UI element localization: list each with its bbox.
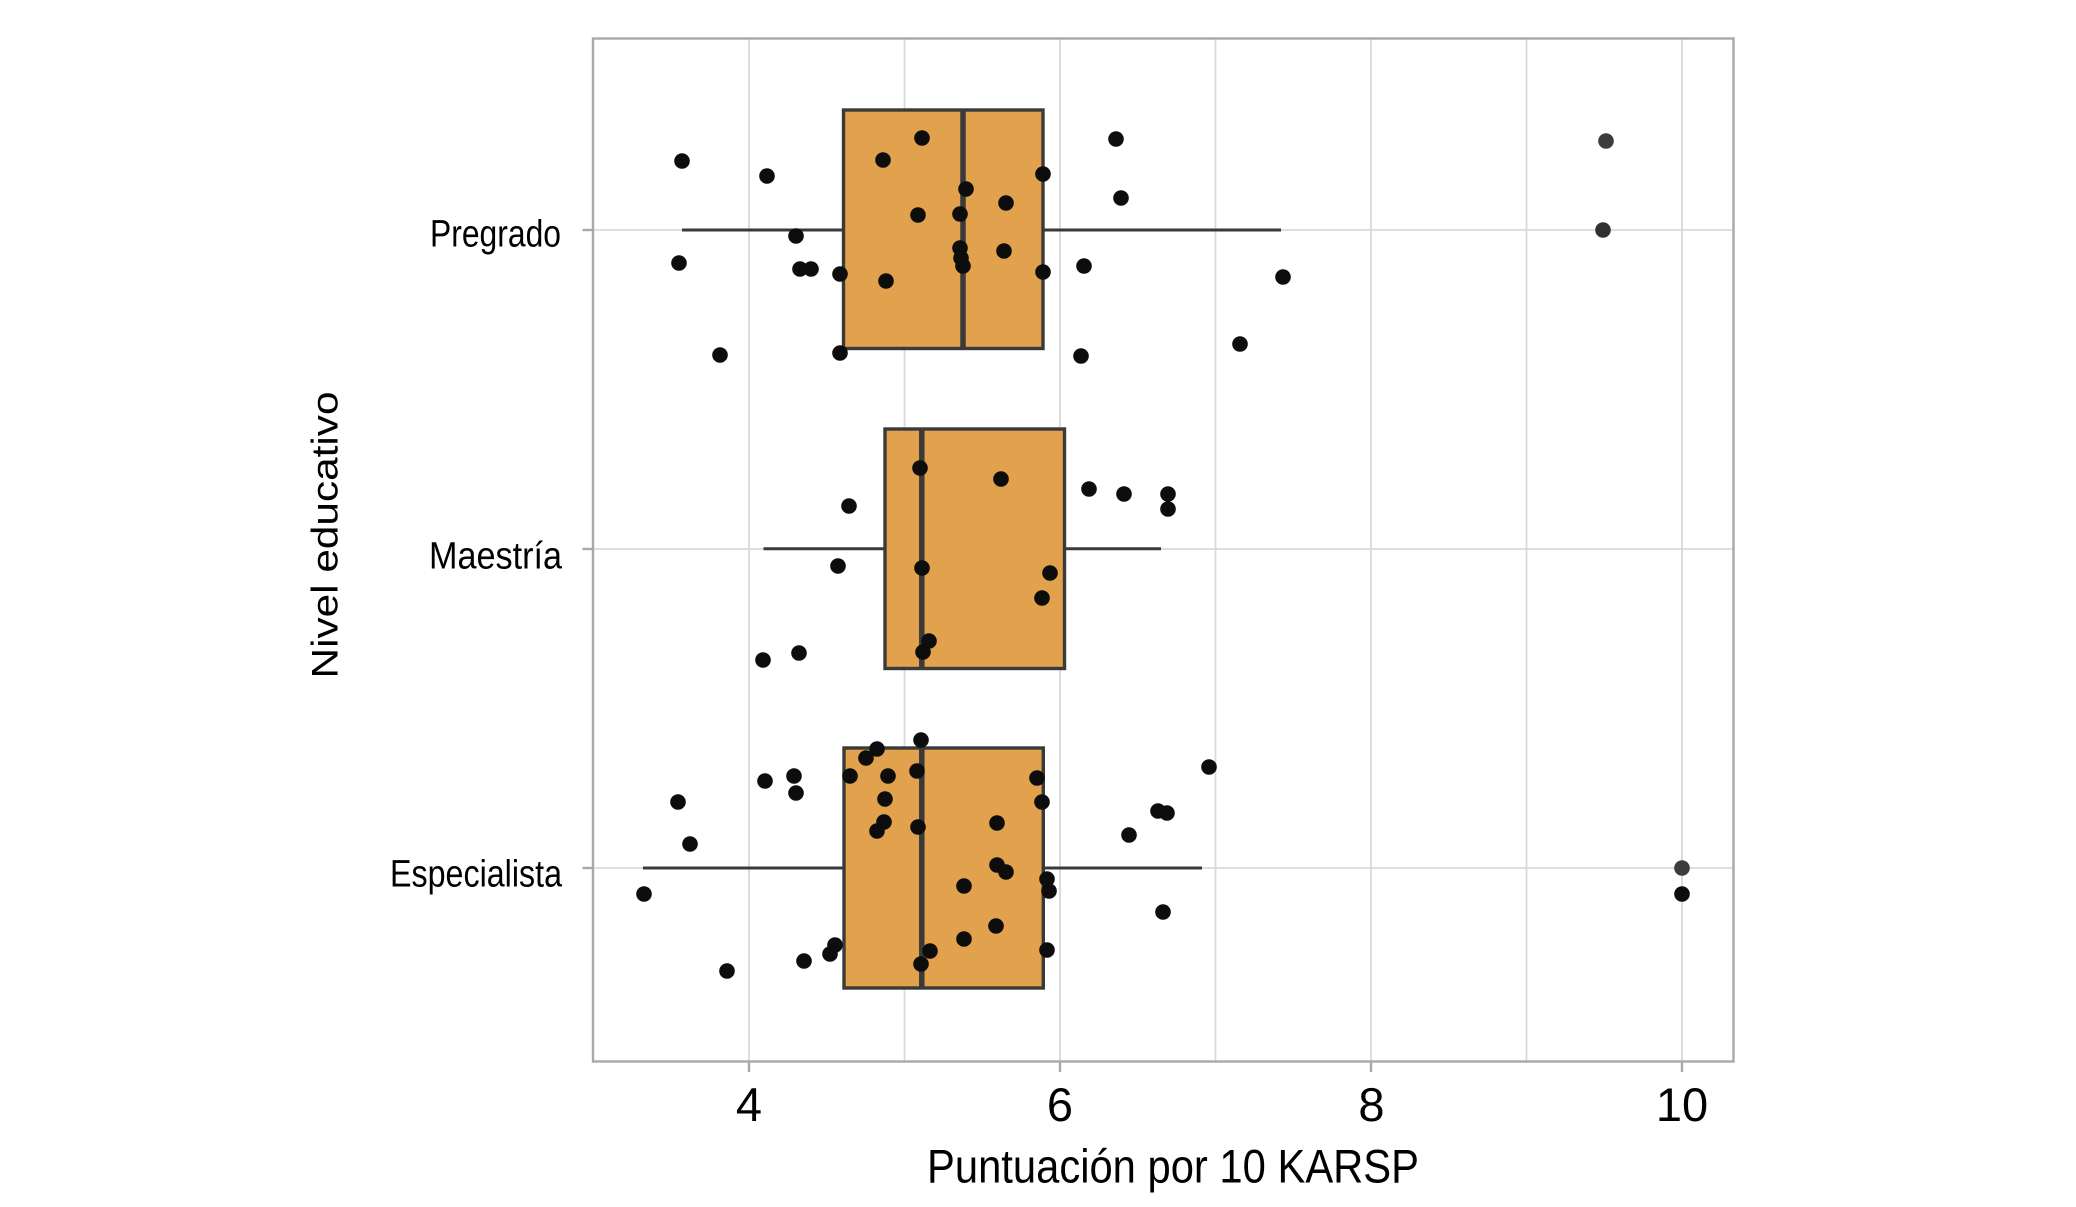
svg-text:Especialista: Especialista bbox=[390, 854, 563, 896]
svg-text:10: 10 bbox=[1656, 1078, 1708, 1131]
svg-text:Pregrado: Pregrado bbox=[430, 214, 561, 256]
svg-text:Nivel educativo: Nivel educativo bbox=[304, 392, 346, 679]
svg-text:Maestría: Maestría bbox=[429, 536, 563, 578]
svg-text:4: 4 bbox=[736, 1078, 762, 1131]
svg-text:8: 8 bbox=[1358, 1078, 1384, 1131]
svg-text:6: 6 bbox=[1047, 1078, 1073, 1131]
svg-text:Puntuación por 10 KARSP: Puntuación por 10 KARSP bbox=[927, 1140, 1419, 1193]
